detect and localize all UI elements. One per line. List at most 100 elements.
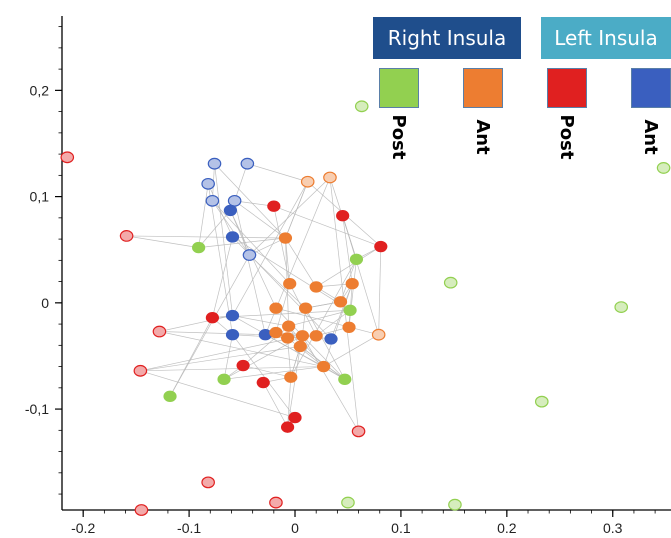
x-tick-label: -0.1 (177, 520, 201, 536)
network-edge (126, 235, 286, 239)
data-point (283, 278, 297, 290)
network-edge (198, 210, 231, 248)
data-point (300, 175, 315, 188)
network-edge (285, 181, 309, 239)
network-edge (232, 334, 296, 418)
network-edge (249, 177, 331, 256)
network-edge (232, 181, 309, 316)
legend-swatch-left-ant (631, 68, 671, 108)
data-point (269, 326, 283, 339)
data-point (201, 177, 215, 190)
network-edge (302, 335, 346, 380)
data-point (225, 309, 240, 322)
network-edge (140, 346, 301, 372)
axes (61, 16, 671, 511)
data-point (240, 157, 255, 170)
network-edge (287, 346, 301, 428)
legend-header-left-insula: Left Insula (541, 17, 671, 59)
x-tick-label: 0.3 (603, 520, 623, 536)
network-edge (273, 206, 291, 284)
data-point (207, 157, 222, 170)
network-edge (234, 163, 248, 201)
data-point (349, 253, 364, 265)
data-point (309, 330, 323, 342)
data-point (309, 281, 323, 293)
data-point (227, 194, 242, 207)
data-point (192, 241, 206, 254)
data-point (351, 425, 366, 438)
axis-ticks: -0.2 -0.1 0 0.1 0.2 0.3 0,2 0,1 0 -0,1 (25, 26, 656, 536)
data-point (225, 231, 240, 243)
data-point (336, 210, 350, 222)
network-edge (262, 382, 288, 428)
data-point (323, 171, 337, 184)
x-tick-label: -0.2 (71, 520, 95, 536)
network-edge (243, 365, 291, 378)
data-point (343, 304, 357, 316)
data-point (614, 301, 629, 313)
network-edge (169, 317, 213, 397)
legend-swatch-left-post (547, 68, 587, 108)
network-edge (232, 236, 351, 311)
data-point (269, 302, 283, 314)
network-edge (212, 236, 233, 318)
data-point (656, 162, 671, 174)
legend-label-left-post: Post (556, 114, 577, 160)
x-tick-label: 0.2 (497, 520, 517, 536)
data-point (534, 395, 549, 408)
data-point (152, 325, 167, 338)
data-point (342, 321, 356, 333)
network-edge (140, 366, 324, 372)
data-point (60, 151, 75, 164)
legend-swatch-right-ant (463, 68, 503, 108)
legend-swatch-right-post (379, 68, 419, 108)
network-edge (275, 307, 379, 336)
network-edge (288, 309, 351, 327)
data-point (374, 240, 388, 253)
data-point (333, 296, 348, 308)
network-edge (287, 377, 292, 428)
data-point (280, 332, 295, 344)
network-edge (212, 200, 290, 284)
network-edge (302, 335, 359, 432)
y-tick-label: 0,1 (30, 189, 50, 205)
network-edge (273, 205, 381, 247)
data-point (236, 359, 250, 372)
x-tick-label: 0 (291, 520, 299, 536)
data-point (282, 320, 296, 332)
data-point (256, 376, 270, 389)
network-edge (290, 259, 357, 378)
network-edge (207, 183, 233, 335)
data-point (163, 390, 177, 403)
data-point (341, 496, 355, 509)
network-edge (323, 283, 353, 367)
data-point (288, 411, 302, 424)
data-point (295, 330, 310, 342)
y-tick-label: -0,1 (25, 401, 49, 417)
data-point (242, 249, 257, 261)
data-point (284, 371, 298, 383)
data-point (134, 504, 149, 516)
data-point (217, 373, 231, 386)
data-point (324, 333, 338, 345)
data-point (317, 360, 331, 373)
network-edge (234, 200, 286, 239)
y-tick-label: 0 (41, 295, 49, 311)
data-point (354, 100, 369, 113)
legend-label-right-ant: Ant (472, 119, 493, 155)
data-point (345, 278, 359, 290)
data-point (448, 498, 462, 511)
data-point (205, 312, 219, 324)
data-points (60, 100, 671, 516)
network-edge (342, 215, 353, 284)
network-edge (214, 163, 286, 239)
network-edge (316, 246, 381, 288)
data-point (205, 194, 220, 207)
network-edge (378, 246, 382, 335)
network-edge (159, 315, 233, 332)
data-point (119, 230, 134, 242)
legend-header-right-insula: Right Insula (373, 17, 521, 59)
network-edge (249, 237, 286, 256)
data-point (223, 204, 238, 217)
